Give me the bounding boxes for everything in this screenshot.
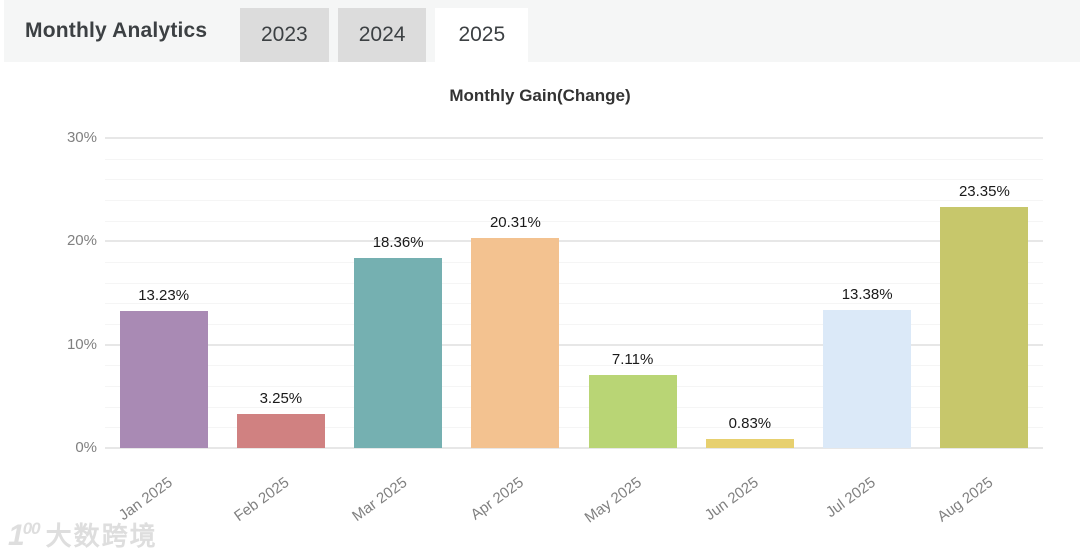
bar-aug-2025[interactable] xyxy=(940,206,1029,448)
bar-mar-2025[interactable] xyxy=(354,258,443,448)
bar-jan-2025[interactable] xyxy=(119,311,208,448)
gridline-minor xyxy=(105,200,1043,201)
bar-value-label: 13.38% xyxy=(841,285,893,303)
bar-jun-2025[interactable] xyxy=(705,439,794,448)
watermark-text: 大数跨境 xyxy=(45,521,158,551)
x-axis-tick-label: Jun 2025 xyxy=(701,474,762,525)
x-axis-tick-label: Jul 2025 xyxy=(823,474,880,522)
gridline-major xyxy=(105,240,1043,243)
y-axis-tick-label: 20% xyxy=(66,232,97,250)
y-axis-tick-label: 30% xyxy=(66,129,97,146)
bar-value-label: 3.25% xyxy=(259,390,303,408)
bar-value-label: 7.11% xyxy=(611,350,654,368)
gridline-minor xyxy=(105,220,1043,222)
bar-value-label: 18.36% xyxy=(372,234,424,252)
gridline-minor xyxy=(105,262,1043,263)
bar-value-label: 0.83% xyxy=(728,415,772,433)
bar-value-label: 23.35% xyxy=(958,182,1010,200)
x-axis-tick-label: Apr 2025 xyxy=(468,474,528,524)
gridline-minor xyxy=(105,282,1043,284)
bar-value-label: 13.23% xyxy=(138,287,190,305)
gridline-minor xyxy=(105,406,1043,408)
watermark: 100 大数跨境 xyxy=(8,514,158,551)
gridline-minor xyxy=(105,303,1043,305)
gridline-minor xyxy=(105,365,1043,367)
y-axis-tick-label: 0% xyxy=(75,439,97,456)
gridline-major xyxy=(105,137,1043,139)
gridline-minor xyxy=(105,324,1043,325)
bar-may-2025[interactable] xyxy=(588,374,677,448)
x-axis-tick-label: May 2025 xyxy=(581,474,645,527)
gridline-minor xyxy=(105,158,1043,160)
bar-jul-2025[interactable] xyxy=(823,309,912,448)
y-axis-tick-label: 10% xyxy=(66,335,97,353)
gridline-major xyxy=(105,447,1043,449)
gridline-minor xyxy=(105,386,1043,387)
bar-apr-2025[interactable] xyxy=(471,238,560,448)
chart-title: Monthly Gain(Change) xyxy=(449,86,631,105)
tab-2023[interactable]: 2023 xyxy=(240,8,329,62)
header-bar: Monthly Analytics 2023 2024 2025 xyxy=(4,0,1080,62)
bar-value-label: 20.31% xyxy=(489,214,541,232)
gridline-major xyxy=(105,343,1043,346)
gridline-minor xyxy=(105,427,1043,429)
watermark-logo: 100 xyxy=(8,519,41,552)
x-axis-tick-label: Feb 2025 xyxy=(231,474,293,526)
bar-feb-2025[interactable] xyxy=(236,414,325,448)
year-tabs: 2023 2024 2025 xyxy=(240,8,529,62)
page-title: Monthly Analytics xyxy=(25,19,208,42)
x-axis-tick-label: Mar 2025 xyxy=(348,474,411,526)
tab-2025[interactable]: 2025 xyxy=(435,8,529,62)
tab-2024[interactable]: 2024 xyxy=(337,8,427,62)
gridline-minor xyxy=(105,179,1043,181)
x-axis-tick-label: Aug 2025 xyxy=(934,474,997,526)
